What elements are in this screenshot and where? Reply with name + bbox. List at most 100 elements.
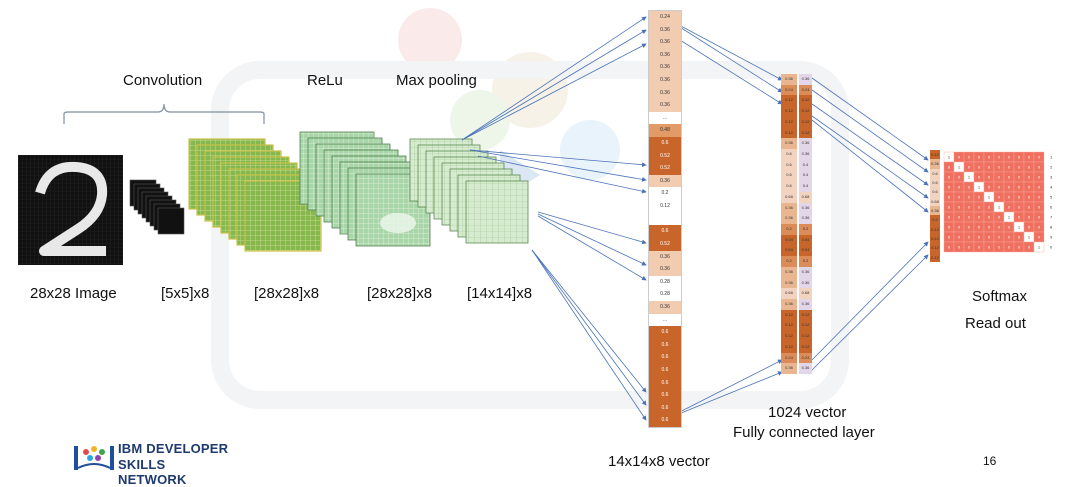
softmax-input-cell: 0.36 (930, 206, 940, 216)
softmax-cell-value: 0 (958, 155, 961, 160)
fc-cell: 0.12 (781, 309, 797, 321)
flat-vector-cell: ... (649, 313, 681, 327)
fc-cell: 0.36 (799, 299, 812, 310)
softmax-cell-value: 0 (978, 215, 981, 220)
softmax-cell-value: 0 (998, 165, 1001, 170)
softmax-input-cell: 0.6 (930, 178, 940, 188)
softmax-cell-value: 1 (998, 205, 1001, 210)
watermark-circle-red (398, 8, 462, 72)
fc-cell: 0.36 (781, 202, 797, 214)
fc-cell: 0.2 (781, 224, 797, 235)
softmax-cell-value: 0 (998, 215, 1001, 220)
flat-vector-cell: 0.36 (649, 36, 681, 49)
flat-vector-cell: 0.6 (649, 363, 681, 377)
softmax-row-label: 5 (1050, 195, 1053, 200)
softmax-cell-value: 0 (978, 155, 981, 160)
softmax-cell-value: 1 (988, 195, 991, 200)
softmax-cell-value: 0 (1028, 155, 1031, 160)
flat-vector-cell: ... (649, 111, 681, 125)
softmax-cell-value: 0 (988, 205, 991, 210)
softmax-cell-value: 1 (1028, 235, 1031, 240)
softmax-cell-value: 0 (1008, 165, 1011, 170)
softmax-cell-value: 0 (948, 185, 951, 190)
softmax-cell-value: 0 (1038, 155, 1041, 160)
fc-cell: 0.4 (799, 159, 812, 171)
page-number: 16 (983, 454, 997, 468)
fc-cell: 0.36 (799, 202, 812, 214)
flat-vector-cell: 0.36 (649, 300, 681, 314)
softmax-cell-value: 0 (1008, 205, 1011, 210)
image-size-label: 28x28 Image (30, 285, 117, 302)
fc-cell: 0.6 (781, 149, 797, 160)
fc-cell: 0.68 (781, 288, 797, 299)
logo-line1: IBM DEVELOPER (118, 441, 229, 456)
flat-vector-cell (649, 212, 681, 226)
softmax-cell-value: 0 (968, 165, 971, 170)
convolution-brace (63, 103, 265, 124)
fc-cell: 0.12 (781, 341, 797, 353)
fc-cell: 0.68 (799, 288, 812, 299)
softmax-input-cell: 0.12 (930, 150, 940, 160)
fc-cell: 0.2 (799, 256, 812, 267)
softmax-row-label: 9 (1050, 235, 1053, 240)
softmax-cell-value: 0 (1028, 205, 1031, 210)
softmax-cell-value: 0 (958, 195, 961, 200)
flat-vector-cell: 0.36 (649, 86, 681, 100)
fc-cell: 0.12 (781, 127, 797, 139)
fc-cell: 0.36 (781, 363, 797, 374)
fc-column-1: 0.36 0.24 0.12 0.12 0.12 0.12 0.36 0.6 0.6 0.6 0.6… (781, 74, 797, 374)
softmax-cell-value: 0 (988, 185, 991, 190)
softmax-cell-value: 0 (1018, 185, 1021, 190)
softmax-cell-value: 0 (968, 235, 971, 240)
softmax-input-cell: 0.6 (930, 168, 940, 178)
softmax-cell-value: 1 (948, 155, 951, 160)
fc-cell: 0.68 (781, 191, 797, 203)
max-pooling-label: Max pooling (396, 72, 477, 89)
flat-vector-cell: 0.28 (649, 275, 681, 289)
fc-cell: 0.12 (781, 116, 797, 128)
fc-cell: 0.12 (781, 106, 797, 117)
softmax-cell-value: 0 (998, 175, 1001, 180)
softmax-cell-value: 0 (1038, 215, 1041, 220)
softmax-row-label: 4 (1050, 185, 1053, 190)
fc-cell: 0.6 (781, 170, 797, 182)
flat-vector-cell: 0.36 (649, 250, 681, 264)
flat-vector-cell: 0.52 (649, 237, 681, 251)
softmax-cell-value: 0 (1028, 215, 1031, 220)
fc-cell: 0.36 (799, 363, 812, 374)
softmax-cell-value: 0 (1018, 215, 1021, 220)
fc-cell: 0.24 (799, 352, 812, 364)
softmax-row-label: 7 (1050, 215, 1053, 220)
softmax-cell-value: 0 (1008, 155, 1011, 160)
fc-cell: 0.68 (799, 191, 812, 203)
flat-vector-cell: 0.6 (649, 351, 681, 364)
fc-layer-label: Fully connected layer (733, 424, 875, 441)
fc-cell: 0.04 (799, 234, 812, 246)
softmax-cell-value: 0 (958, 215, 961, 220)
softmax-cell-value: 0 (968, 185, 971, 190)
softmax-input-cell: 0.2 (930, 215, 940, 225)
digit-two-glyph (18, 155, 123, 265)
fc-cell: 0.36 (781, 74, 797, 85)
fc-cell: 0.36 (799, 213, 812, 224)
softmax-cell-value: 0 (1038, 235, 1041, 240)
flat-vector-cell: 0.36 (649, 61, 681, 75)
flat-vector-cell: 0.36 (649, 23, 681, 37)
kernel-size-label: [5x5]x8 (161, 285, 210, 302)
softmax-cell-value: 0 (1028, 195, 1031, 200)
flat-vector-cell: 0.6 (649, 225, 681, 238)
softmax-cell-value: 0 (998, 185, 1001, 190)
softmax-cell-value: 0 (958, 225, 961, 230)
softmax-cell-value: 0 (1018, 205, 1021, 210)
softmax-cell-value: 0 (948, 195, 951, 200)
softmax-cell-value: 0 (1018, 195, 1021, 200)
softmax-cell-value: 0 (958, 245, 961, 250)
softmax-cell-value: 1 (958, 165, 961, 170)
flat-vector-cell: 0.36 (649, 174, 681, 188)
softmax-row-label: 3 (1050, 175, 1053, 180)
relu-size-label: [28x28]x8 (367, 285, 433, 302)
softmax-matrix: 1 0 0 0 0 0 0 0 0 0 1 0 1 0 0 0 0 0 0 0 0 2 0 0 1 0 0 0 0 0 0 0 3 0 0 0 1 0 0 0… (943, 151, 1053, 253)
softmax-cell-value: 1 (968, 175, 971, 180)
fc-cell: 0.4 (799, 170, 812, 182)
flat-vector-cell: 0.28 (649, 288, 681, 301)
